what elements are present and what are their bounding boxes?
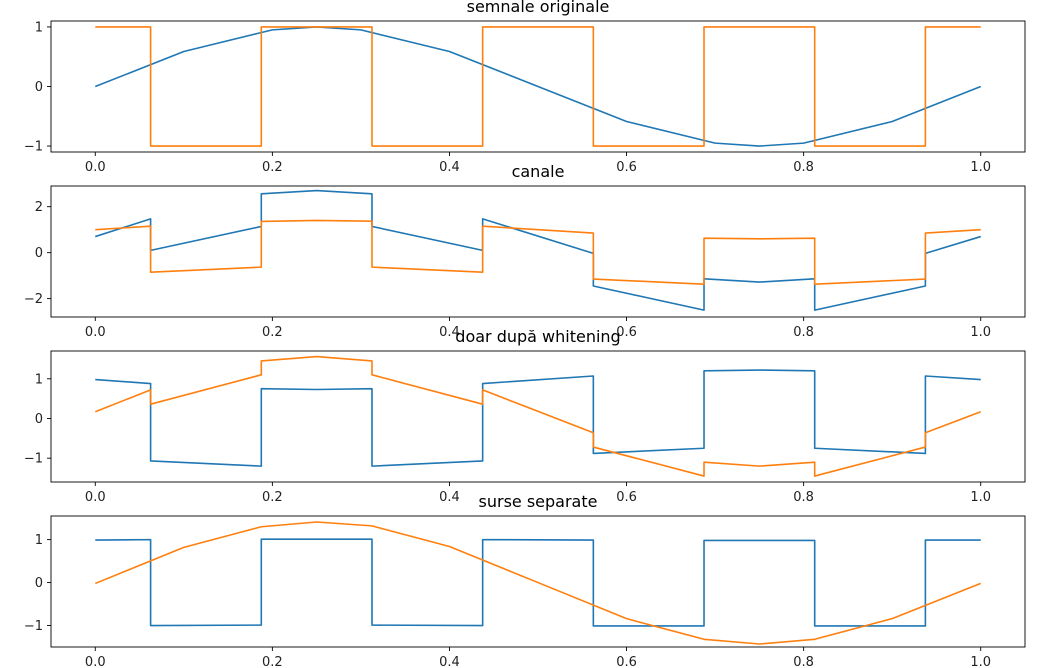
subplot-title: surse separate	[479, 492, 598, 511]
x-tick-label: 0.6	[616, 160, 637, 175]
subplot-title: doar după whitening	[455, 327, 620, 346]
x-tick-label: 0.8	[793, 655, 814, 668]
series-line-2	[95, 26, 981, 147]
series-line-1	[95, 369, 981, 467]
axes-frame	[50, 515, 1026, 648]
x-tick-label: 0.2	[262, 160, 283, 175]
x-tick-label: 0.8	[793, 325, 814, 340]
x-tick-label: 0.6	[616, 655, 637, 668]
x-tick-label: 1.0	[970, 490, 991, 505]
x-tick-label: 0.0	[85, 160, 106, 175]
subplot-4: 0.0 0.2 0.4 0.6 0.8 1.0 −1 0 1 surse separate	[24, 492, 1026, 668]
x-tick-label: 0.4	[439, 325, 460, 340]
series-line-1	[94, 26, 982, 147]
y-tick-label: −2	[24, 292, 43, 307]
y-tick-label: 1	[35, 533, 43, 548]
subplot-title: canale	[512, 162, 565, 181]
axes-frame	[50, 185, 1026, 318]
y-tick-label: 2	[35, 200, 43, 215]
x-tick-label: 1.0	[970, 160, 991, 175]
series-line-2	[95, 219, 981, 285]
subplot-2: 0.0 0.2 0.4 0.6 0.8 1.0 −2 0 2 canale	[24, 162, 1026, 340]
y-tick-label: 0	[35, 246, 43, 261]
x-tick-label: 0.4	[439, 655, 460, 668]
y-tick-label: 1	[35, 372, 43, 387]
y-tick-label: −1	[24, 140, 43, 155]
subplot-3: 0.0 0.2 0.4 0.6 0.8 1.0 −1 0 1 doar după whitenin…	[24, 327, 1026, 505]
x-tick-label: 0.0	[85, 325, 106, 340]
subplot-1: 0.0 0.2 0.4 0.6 0.8 1.0 −1 0 1 semnale originale	[24, 0, 1026, 175]
subplot-title: semnale originale	[467, 0, 610, 16]
axes-frame	[50, 350, 1026, 483]
y-tick-label: 0	[35, 80, 43, 95]
y-tick-label: −1	[24, 619, 43, 634]
x-tick-label: 0.6	[616, 490, 637, 505]
x-tick-label: 1.0	[970, 325, 991, 340]
x-tick-label: 0.2	[262, 490, 283, 505]
series-line-2	[94, 355, 982, 477]
x-tick-label: 0.4	[439, 160, 460, 175]
x-tick-label: 0.2	[262, 655, 283, 668]
series-line-2	[94, 521, 982, 645]
y-tick-label: −1	[24, 452, 43, 467]
series-line-1	[95, 189, 981, 311]
y-tick-label: 1	[35, 20, 43, 35]
x-tick-label: 0.4	[439, 490, 460, 505]
y-tick-label: 0	[35, 412, 43, 427]
series-line-1	[95, 538, 981, 627]
x-tick-label: 0.0	[85, 655, 106, 668]
x-tick-label: 0.2	[262, 325, 283, 340]
x-tick-label: 1.0	[970, 655, 991, 668]
x-tick-label: 0.6	[616, 325, 637, 340]
x-tick-label: 0.8	[793, 490, 814, 505]
x-tick-label: 0.8	[793, 160, 814, 175]
x-tick-label: 0.0	[85, 490, 106, 505]
y-tick-label: 0	[35, 576, 43, 591]
